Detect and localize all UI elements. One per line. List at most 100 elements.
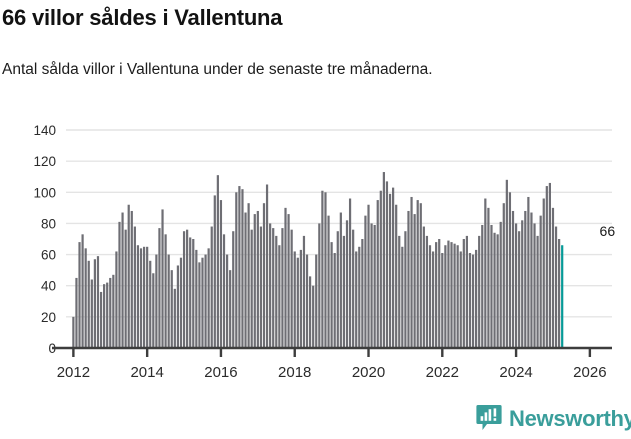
bar: [392, 187, 395, 348]
bar: [395, 204, 398, 348]
bar: [481, 224, 484, 348]
bar: [189, 237, 192, 348]
bar: [431, 251, 435, 348]
y-axis-label-140: 140: [33, 123, 56, 138]
brand-name: Newsworthy: [509, 406, 631, 431]
bar: [441, 253, 444, 348]
bar: [90, 279, 93, 348]
bar: [121, 212, 124, 348]
bar: [99, 291, 103, 348]
bar: [115, 251, 118, 348]
page-title: 66 villor såldes i Vallentuna: [2, 5, 283, 30]
bar: [312, 285, 315, 348]
bar: [136, 245, 140, 348]
bar: [358, 246, 361, 348]
bar: [450, 242, 453, 348]
bar: [109, 277, 112, 348]
bar: [308, 276, 312, 348]
bar: [112, 274, 115, 348]
x-axis-label-2022: 2022: [426, 364, 459, 381]
bar: [505, 179, 508, 348]
bar: [330, 242, 333, 348]
bar: [158, 228, 161, 348]
bar-chart: 0204060801001201402012201420162018202020…: [0, 118, 631, 388]
bar: [152, 273, 155, 348]
bar: [435, 242, 438, 348]
bar: [213, 195, 216, 348]
bar: [324, 192, 327, 348]
bar: [438, 239, 441, 348]
bar: [342, 235, 346, 348]
bar: [78, 242, 81, 348]
bar: [484, 198, 487, 348]
bar: [404, 231, 407, 348]
y-axis-label-120: 120: [33, 154, 56, 169]
bar: [336, 231, 339, 348]
x-axis-label-2018: 2018: [278, 364, 311, 381]
bar: [475, 249, 478, 348]
bar: [465, 235, 468, 348]
bar: [422, 226, 425, 348]
bar: [385, 181, 389, 348]
bar: [287, 214, 290, 348]
bar: [198, 262, 201, 348]
bar: [318, 223, 321, 348]
bar: [204, 254, 207, 348]
bar: [527, 196, 530, 348]
bar: [348, 198, 352, 348]
y-axis-label-40: 40: [41, 279, 56, 294]
bar: [514, 223, 518, 348]
bar: [296, 257, 299, 348]
bar: [195, 249, 198, 348]
bar: [355, 251, 358, 348]
bar: [118, 221, 121, 348]
bar: [290, 229, 293, 348]
bar: [502, 203, 505, 348]
bar: [407, 210, 410, 348]
bar: [345, 220, 349, 348]
bar: [339, 212, 342, 348]
bar: [106, 282, 109, 348]
bar: [133, 226, 136, 348]
bar: [210, 226, 213, 348]
bar: [530, 212, 533, 348]
bar: [413, 214, 416, 348]
bar: [508, 192, 512, 348]
chart-svg: 0204060801001201402012201420162018202020…: [33, 123, 615, 381]
bar-highlighted: [561, 245, 564, 348]
bar: [275, 235, 278, 348]
bar: [155, 254, 158, 348]
bar: [278, 245, 281, 348]
bar: [315, 254, 318, 348]
x-axis-label-2014: 2014: [130, 364, 163, 381]
brand-footer: Newsworthy: [476, 404, 631, 434]
bar: [376, 200, 379, 348]
x-axis-label-2012: 2012: [57, 364, 90, 381]
bar: [299, 249, 302, 348]
bar: [139, 248, 143, 348]
bar: [247, 203, 250, 348]
bar: [225, 254, 229, 348]
bar: [161, 209, 164, 348]
bar: [167, 254, 170, 348]
bar: [462, 239, 465, 348]
bar: [103, 284, 106, 348]
bar: [216, 175, 219, 348]
bar: [321, 190, 324, 348]
bar: [493, 232, 496, 348]
bar: [146, 246, 149, 348]
bar: [265, 184, 269, 348]
bar: [388, 193, 392, 348]
bar: [444, 245, 447, 348]
bar: [81, 234, 84, 348]
bar: [327, 215, 330, 348]
bar: [518, 231, 521, 348]
bar: [269, 223, 272, 348]
bar: [542, 198, 545, 348]
bar: [382, 172, 385, 348]
bar: [416, 200, 419, 348]
bar: [244, 212, 247, 348]
bar: [241, 189, 244, 348]
bar: [496, 234, 499, 348]
bar: [367, 204, 370, 348]
